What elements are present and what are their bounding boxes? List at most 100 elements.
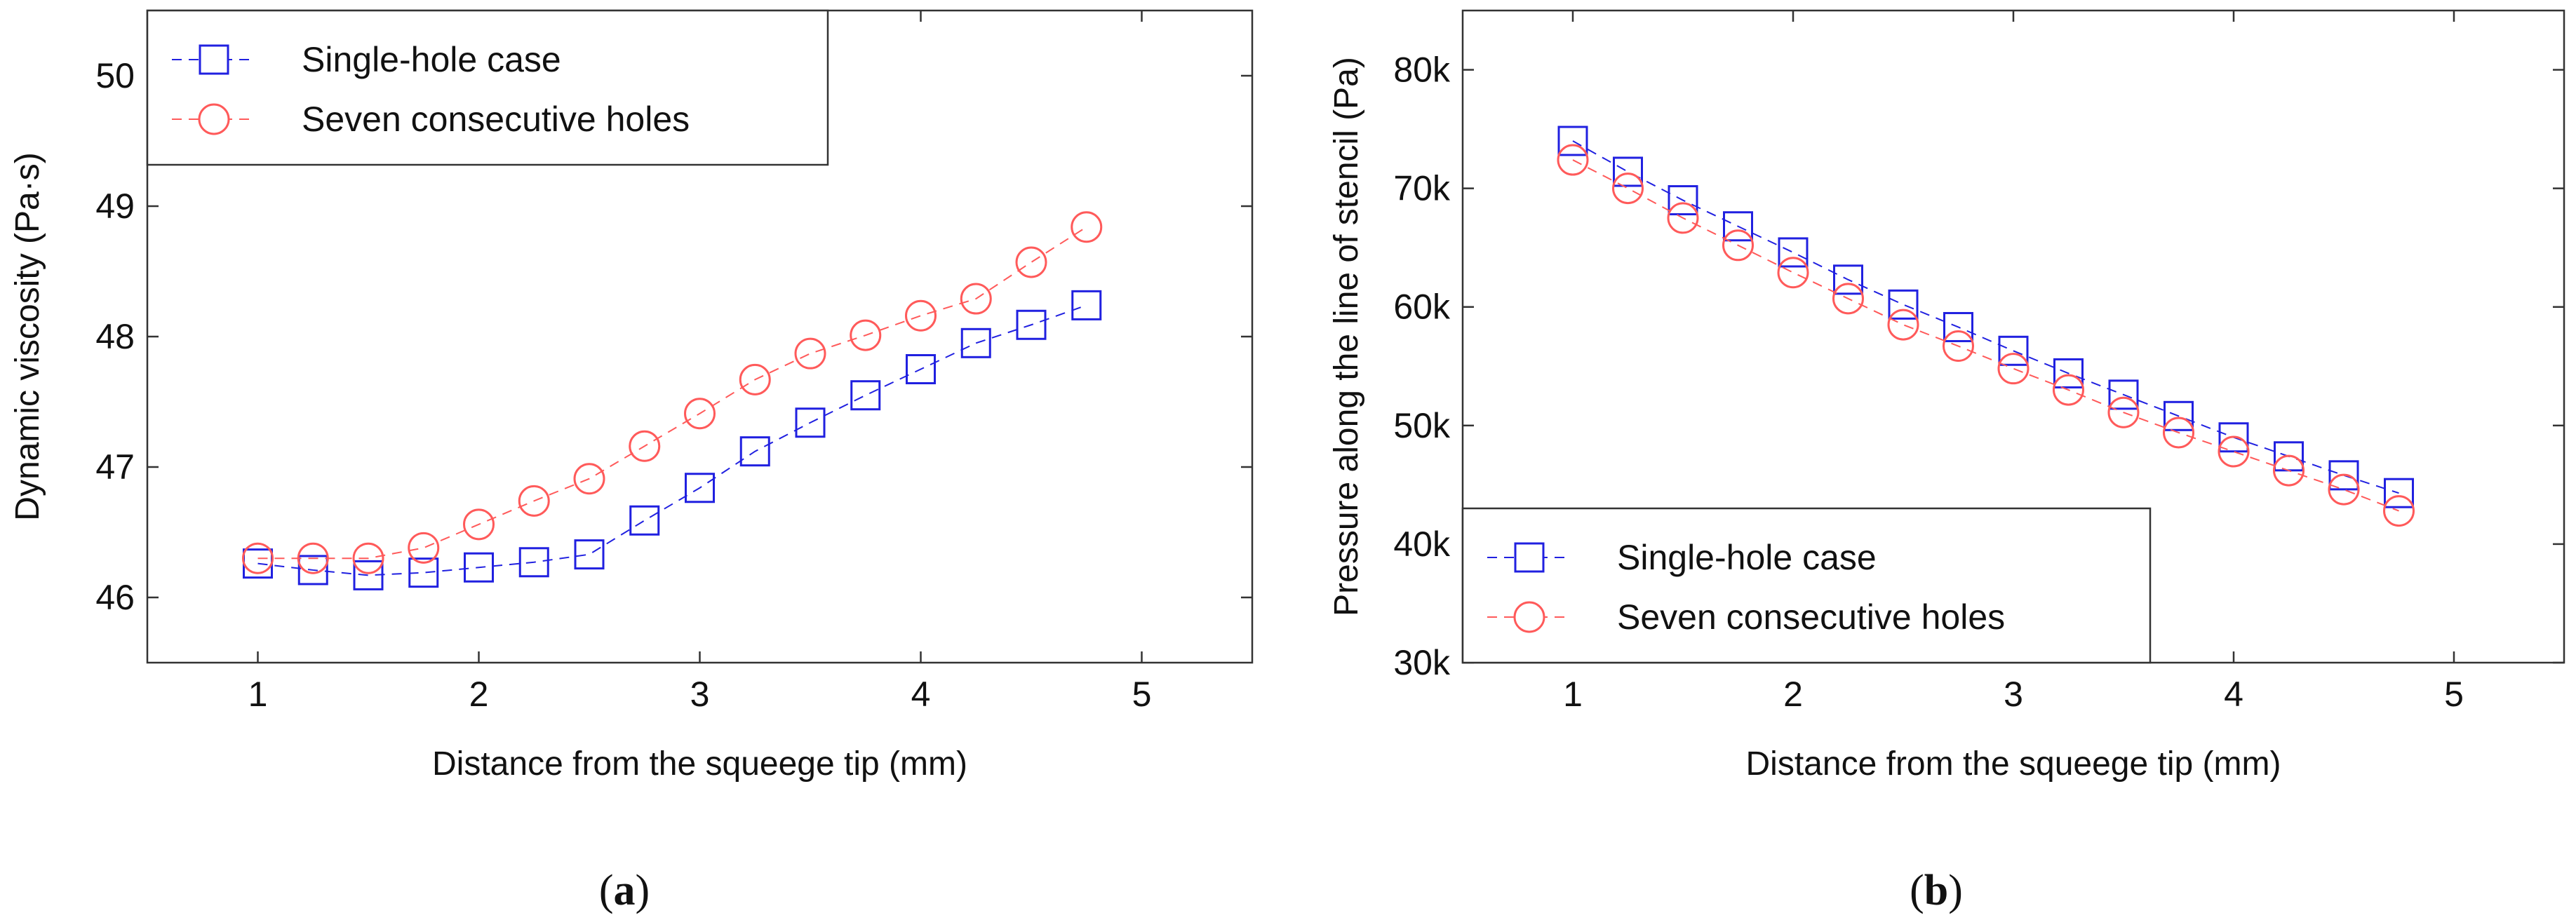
data-point-square <box>1888 289 1919 320</box>
legend-label: Seven consecutive holes <box>1617 597 2005 637</box>
panel-caption: (b) <box>1910 867 1963 914</box>
data-point-circle <box>960 283 992 315</box>
y-tick-label: 50k <box>1393 406 1451 445</box>
data-point-circle <box>1071 211 1103 243</box>
data-point-square <box>629 505 660 536</box>
data-point-square <box>960 327 991 358</box>
series-line <box>257 226 1087 560</box>
data-point-circle <box>2163 417 2194 449</box>
legend: Single-hole case Seven consecutive holes <box>1461 507 2152 664</box>
y-tick-label: 80k <box>1393 50 1451 90</box>
series-seven-holes <box>242 211 1103 574</box>
data-point-circle <box>2328 473 2360 506</box>
panel-caption: (a) <box>599 867 650 914</box>
data-point-circle <box>2218 435 2250 468</box>
data-point-square <box>464 552 494 583</box>
data-point-square <box>739 436 770 467</box>
legend-box <box>146 9 829 166</box>
y-axis-title: Pressure along the line of stencil (Pa) <box>1328 57 1365 616</box>
data-point-circle <box>2273 454 2305 487</box>
x-tick-label: 1 <box>1563 675 1583 714</box>
data-point-circle <box>739 363 771 395</box>
data-point-circle <box>2383 495 2415 527</box>
data-point-circle <box>1943 330 1974 363</box>
data-point-square <box>1016 309 1047 340</box>
y-tick-label: 49 <box>95 187 135 226</box>
data-point-circle <box>1612 172 1644 205</box>
legend-square-icon <box>199 44 229 75</box>
data-point-circle <box>2053 374 2084 406</box>
x-tick-label: 2 <box>469 675 489 714</box>
data-point-square <box>906 354 936 384</box>
legend-label: Single-hole case <box>302 40 561 79</box>
data-point-circle <box>242 542 274 574</box>
x-tick-label: 1 <box>248 675 268 714</box>
data-point-circle <box>629 430 661 462</box>
data-point-circle <box>1887 309 1919 341</box>
data-point-square <box>795 407 826 438</box>
series-seven-holes <box>1557 144 2415 527</box>
data-point-circle <box>463 508 495 541</box>
data-point-circle <box>1722 229 1754 262</box>
legend-box <box>1461 507 2152 664</box>
data-point-square <box>353 560 384 590</box>
data-point-circle <box>850 319 882 351</box>
data-point-circle <box>794 337 826 370</box>
data-point-square <box>574 539 605 570</box>
data-point-circle <box>1667 202 1699 234</box>
data-point-circle <box>2107 396 2140 428</box>
x-axis-title: Distance from the squeege tip (mm) <box>1746 745 2281 783</box>
data-point-square <box>850 380 881 411</box>
data-point-square <box>2328 460 2359 491</box>
data-point-circle <box>684 398 716 430</box>
data-point-circle <box>1777 257 1809 289</box>
data-point-circle <box>518 485 550 517</box>
data-point-square <box>1613 156 1643 187</box>
y-tick-label: 50 <box>95 56 135 95</box>
series-line <box>257 304 1087 576</box>
panel-b: 1 2 3 4 5 30k 40k 50k 60k 70k 80k Distance from the… <box>1328 9 2565 914</box>
y-tick-label: 40k <box>1393 525 1451 564</box>
y-tick-label: 46 <box>95 578 135 617</box>
data-point-square <box>297 555 328 586</box>
data-point-square <box>2218 422 2249 453</box>
y-tick-label: 48 <box>95 317 135 356</box>
data-point-circle <box>408 532 440 564</box>
series-line <box>1572 140 2399 494</box>
x-axis-title: Distance from the squeege tip (mm) <box>432 745 967 783</box>
data-point-square <box>1071 290 1102 320</box>
x-tick-label: 4 <box>2224 675 2243 714</box>
data-point-square <box>1943 311 1973 342</box>
x-tick-label: 2 <box>1783 675 1803 714</box>
y-tick-label: 30k <box>1393 643 1451 682</box>
data-point-circle <box>1997 353 2030 385</box>
data-point-square <box>1778 237 1809 268</box>
data-point-square <box>1998 335 2029 366</box>
data-point-square <box>518 547 549 578</box>
data-point-square <box>2108 379 2139 410</box>
data-point-circle <box>1557 144 1589 176</box>
legend-circle-icon <box>198 103 230 135</box>
data-point-square <box>2053 358 2084 388</box>
data-point-square <box>2164 400 2194 431</box>
y-tick-label: 47 <box>95 447 135 487</box>
data-point-circle <box>1015 246 1047 278</box>
legend-circle-icon <box>1513 601 1545 633</box>
data-point-square <box>1557 126 1588 156</box>
legend-label: Seven consecutive holes <box>302 100 690 139</box>
data-point-circle <box>573 463 605 495</box>
data-point-square <box>2384 478 2414 508</box>
x-tick-label: 3 <box>690 675 710 714</box>
data-point-circle <box>905 299 937 332</box>
data-point-square <box>1833 264 1863 295</box>
legend-label: Single-hole case <box>1617 538 1877 577</box>
y-tick-label: 60k <box>1393 288 1451 327</box>
x-tick-label: 5 <box>1132 675 1152 714</box>
legend: Single-hole case Seven consecutive holes <box>146 9 829 166</box>
y-tick-label: 70k <box>1393 169 1451 208</box>
series-single-hole <box>1557 126 2414 508</box>
series-line <box>1572 159 2399 512</box>
data-point-circle <box>1832 283 1864 315</box>
data-point-square <box>408 557 439 588</box>
